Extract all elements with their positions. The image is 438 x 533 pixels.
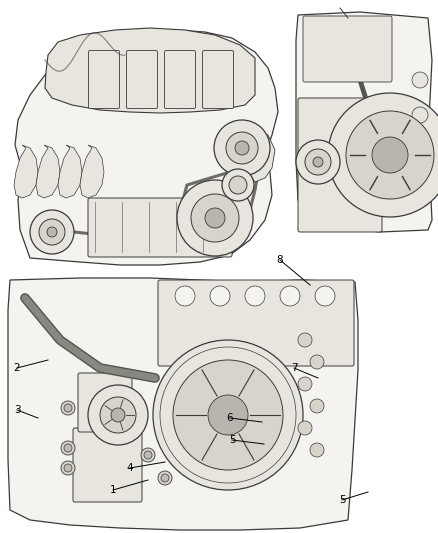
Polygon shape — [15, 30, 278, 265]
FancyBboxPatch shape — [127, 51, 158, 109]
FancyBboxPatch shape — [78, 373, 132, 432]
Circle shape — [61, 441, 75, 455]
Polygon shape — [250, 130, 275, 182]
Circle shape — [372, 137, 408, 173]
Circle shape — [235, 141, 249, 155]
Circle shape — [100, 397, 136, 433]
FancyBboxPatch shape — [73, 428, 142, 502]
Circle shape — [88, 385, 148, 445]
Circle shape — [173, 360, 283, 470]
Circle shape — [175, 286, 195, 306]
Text: 7: 7 — [291, 363, 297, 373]
Circle shape — [158, 471, 172, 485]
FancyBboxPatch shape — [202, 51, 233, 109]
Polygon shape — [36, 145, 60, 198]
Circle shape — [298, 421, 312, 435]
Circle shape — [412, 72, 428, 88]
FancyBboxPatch shape — [88, 51, 120, 109]
Text: 2: 2 — [14, 363, 20, 373]
Circle shape — [296, 140, 340, 184]
Text: 4: 4 — [127, 463, 133, 473]
Circle shape — [144, 451, 152, 459]
Circle shape — [298, 333, 312, 347]
Polygon shape — [58, 145, 82, 198]
Circle shape — [298, 377, 312, 391]
Circle shape — [61, 461, 75, 475]
Circle shape — [30, 210, 74, 254]
Circle shape — [64, 444, 72, 452]
Circle shape — [208, 395, 248, 435]
Circle shape — [153, 340, 303, 490]
Circle shape — [310, 399, 324, 413]
Polygon shape — [80, 145, 104, 198]
Text: 8: 8 — [277, 255, 283, 265]
Polygon shape — [45, 28, 255, 113]
Circle shape — [226, 132, 258, 164]
Circle shape — [141, 448, 155, 462]
Circle shape — [177, 180, 253, 256]
Circle shape — [280, 286, 300, 306]
FancyBboxPatch shape — [303, 16, 392, 82]
Circle shape — [313, 157, 323, 167]
Circle shape — [205, 208, 225, 228]
Circle shape — [64, 404, 72, 412]
Polygon shape — [8, 278, 358, 530]
Circle shape — [328, 93, 438, 217]
Circle shape — [229, 176, 247, 194]
Circle shape — [39, 219, 65, 245]
Circle shape — [310, 355, 324, 369]
FancyBboxPatch shape — [88, 198, 232, 257]
Circle shape — [222, 169, 254, 201]
Circle shape — [61, 401, 75, 415]
Circle shape — [315, 286, 335, 306]
Circle shape — [412, 142, 428, 158]
Circle shape — [161, 474, 169, 482]
Circle shape — [111, 408, 125, 422]
Circle shape — [64, 464, 72, 472]
FancyBboxPatch shape — [298, 98, 382, 232]
Text: 5: 5 — [229, 435, 235, 445]
Circle shape — [310, 443, 324, 457]
Circle shape — [47, 227, 57, 237]
Text: 6: 6 — [227, 413, 233, 423]
Text: 3: 3 — [14, 405, 20, 415]
Circle shape — [346, 111, 434, 199]
Circle shape — [305, 149, 331, 175]
Circle shape — [412, 107, 428, 123]
Polygon shape — [14, 145, 38, 198]
FancyBboxPatch shape — [165, 51, 195, 109]
Circle shape — [191, 194, 239, 242]
Polygon shape — [296, 12, 432, 232]
Circle shape — [214, 120, 270, 176]
Text: 5: 5 — [339, 495, 345, 505]
FancyBboxPatch shape — [158, 280, 354, 366]
Circle shape — [210, 286, 230, 306]
Text: 1: 1 — [110, 485, 117, 495]
Circle shape — [245, 286, 265, 306]
